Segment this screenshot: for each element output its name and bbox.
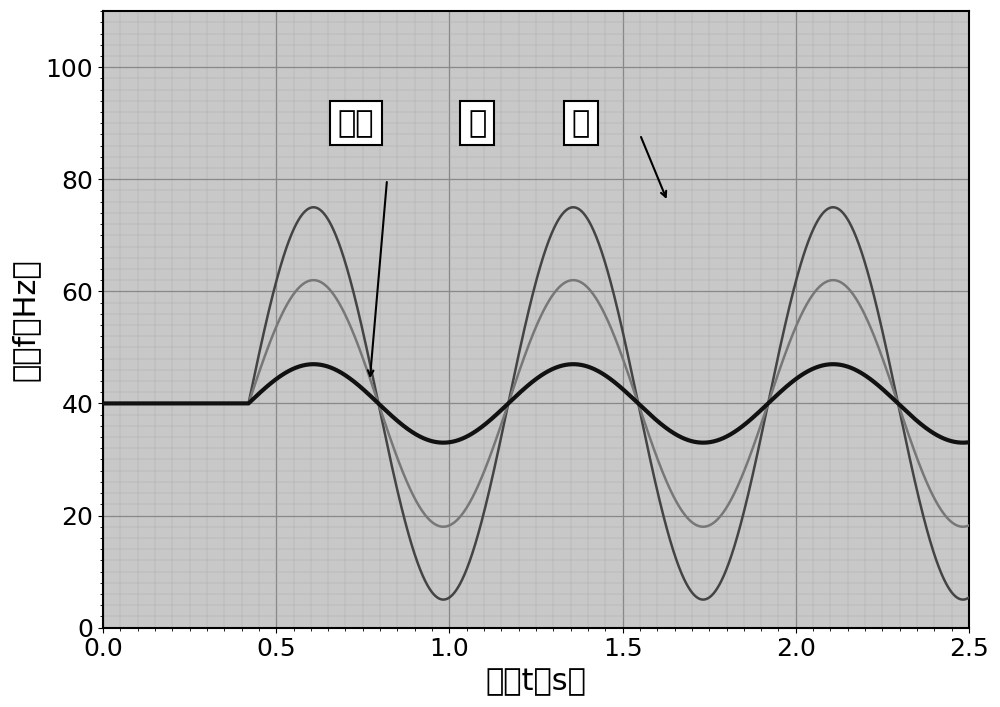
Text: 手: 手	[468, 109, 486, 138]
Y-axis label: 频率f（Hz）: 频率f（Hz）	[11, 258, 40, 380]
Text: 脚: 脚	[572, 109, 590, 138]
Text: 躯干: 躯干	[338, 109, 374, 138]
X-axis label: 时间t（s）: 时间t（s）	[486, 667, 586, 696]
